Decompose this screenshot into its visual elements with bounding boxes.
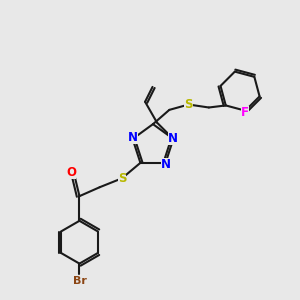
Text: N: N bbox=[128, 131, 138, 144]
Text: S: S bbox=[118, 172, 126, 185]
Text: Br: Br bbox=[73, 276, 86, 286]
Text: N: N bbox=[160, 158, 171, 170]
Text: N: N bbox=[168, 132, 178, 146]
Text: O: O bbox=[66, 166, 76, 179]
Text: S: S bbox=[184, 98, 193, 111]
Text: F: F bbox=[241, 106, 249, 119]
